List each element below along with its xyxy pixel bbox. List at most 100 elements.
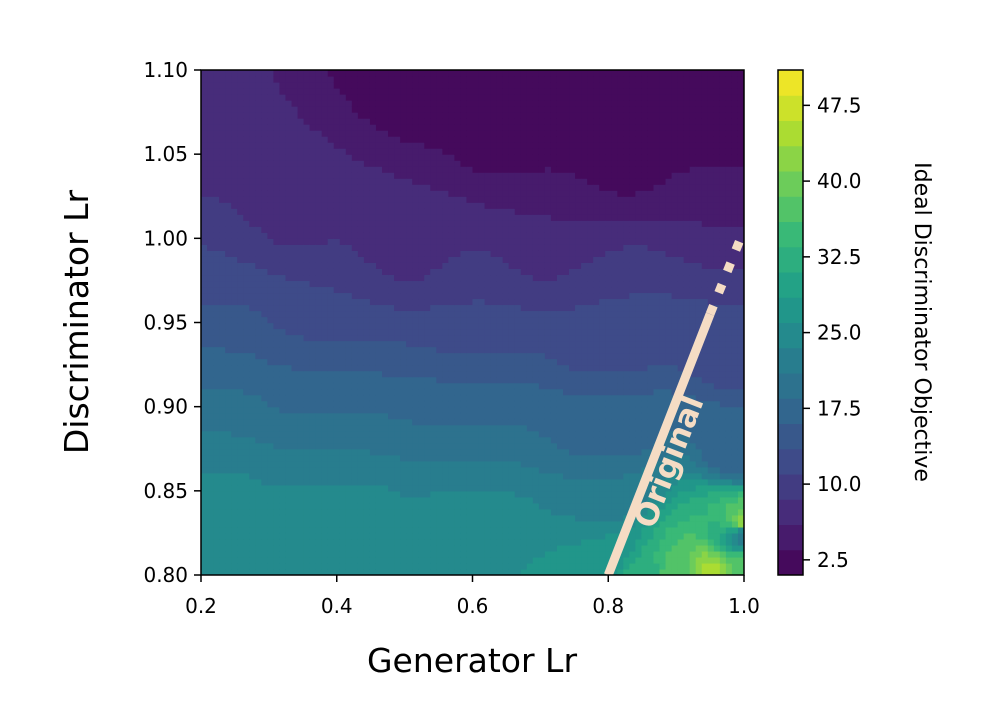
contour-cell xyxy=(532,262,540,269)
contour-cell xyxy=(472,562,480,570)
contour-cell xyxy=(430,190,437,197)
contour-cell xyxy=(448,490,455,498)
contour-cell xyxy=(261,154,268,161)
contour-cell xyxy=(454,394,462,402)
contour-cell xyxy=(532,436,540,444)
contour-cell xyxy=(484,82,492,89)
contour-cell xyxy=(219,310,226,318)
contour-cell xyxy=(394,178,401,185)
contour-cell xyxy=(382,364,389,372)
contour-cell xyxy=(273,280,281,288)
contour-cell xyxy=(375,514,383,522)
contour-cell xyxy=(363,178,371,185)
contour-cell xyxy=(279,136,287,143)
contour-cell xyxy=(363,346,371,354)
contour-cell xyxy=(484,328,492,336)
contour-cell xyxy=(309,136,317,143)
contour-cell xyxy=(327,334,335,342)
contour-cell xyxy=(321,280,329,288)
contour-cell xyxy=(556,346,564,354)
contour-cell xyxy=(213,214,220,221)
contour-cell xyxy=(351,526,359,534)
contour-cell xyxy=(526,88,534,95)
contour-cell xyxy=(454,172,462,179)
contour-cell xyxy=(394,412,401,420)
contour-cell xyxy=(291,82,299,89)
contour-cell xyxy=(478,412,486,420)
contour-cell xyxy=(345,484,353,492)
contour-cell xyxy=(544,100,552,107)
contour-cell xyxy=(309,178,317,185)
contour-cell xyxy=(484,112,492,119)
contour-cell xyxy=(321,484,329,492)
contour-cell xyxy=(520,388,528,396)
contour-cell xyxy=(508,250,516,257)
contour-cell xyxy=(231,142,238,149)
contour-cell xyxy=(454,442,462,450)
contour-cell xyxy=(201,262,208,269)
contour-cell xyxy=(255,136,262,143)
contour-cell xyxy=(309,526,317,534)
contour-cell xyxy=(538,322,546,330)
contour-cell xyxy=(333,208,341,215)
contour-cell xyxy=(225,178,232,185)
contour-cell xyxy=(490,214,498,221)
contour-cell xyxy=(472,478,480,486)
contour-cell xyxy=(339,406,347,414)
contour-cell xyxy=(267,526,274,534)
contour-cell xyxy=(249,388,256,396)
contour-cell xyxy=(237,376,244,384)
contour-cell xyxy=(285,400,293,408)
contour-cell xyxy=(345,214,353,221)
contour-cell xyxy=(412,370,419,378)
contour-cell xyxy=(315,502,323,510)
contour-cell xyxy=(556,496,564,504)
contour-cell xyxy=(502,358,510,366)
contour-cell xyxy=(520,292,528,300)
contour-cell xyxy=(400,484,407,492)
contour-cell xyxy=(261,220,268,227)
contour-cell xyxy=(213,526,220,534)
contour-cell xyxy=(303,118,311,125)
contour-cell xyxy=(544,448,552,456)
contour-cell xyxy=(345,208,353,215)
contour-cell xyxy=(273,436,281,444)
contour-cell xyxy=(514,364,522,372)
contour-cell xyxy=(550,100,558,107)
contour-cell xyxy=(472,154,480,161)
contour-cell xyxy=(237,238,244,245)
contour-cell xyxy=(201,190,208,197)
contour-cell xyxy=(400,490,407,498)
contour-cell xyxy=(460,268,468,276)
contour-cell xyxy=(436,394,443,402)
contour-cell xyxy=(339,298,347,306)
contour-cell xyxy=(526,346,534,354)
contour-cell xyxy=(382,442,389,450)
contour-cell xyxy=(339,394,347,402)
contour-cell xyxy=(375,262,383,269)
contour-cell xyxy=(532,400,540,408)
contour-cell xyxy=(526,82,534,89)
contour-cell xyxy=(291,364,299,372)
contour-cell xyxy=(249,412,256,420)
contour-cell xyxy=(400,376,407,384)
contour-cell xyxy=(484,370,492,378)
contour-cell xyxy=(255,274,262,282)
contour-cell xyxy=(394,562,401,570)
contour-cell xyxy=(333,406,341,414)
contour-cell xyxy=(285,94,293,101)
contour-cell xyxy=(466,466,474,474)
contour-cell xyxy=(201,130,208,137)
contour-cell xyxy=(496,220,504,227)
contour-cell xyxy=(466,490,474,498)
contour-cell xyxy=(412,562,419,570)
contour-cell xyxy=(261,364,268,372)
contour-cell xyxy=(249,520,256,528)
contour-cell xyxy=(388,190,395,197)
contour-cell xyxy=(327,100,335,107)
contour-cell xyxy=(424,508,431,516)
contour-cell xyxy=(382,298,389,306)
contour-cell xyxy=(490,508,498,516)
contour-cell xyxy=(460,202,468,209)
contour-cell xyxy=(213,520,220,528)
